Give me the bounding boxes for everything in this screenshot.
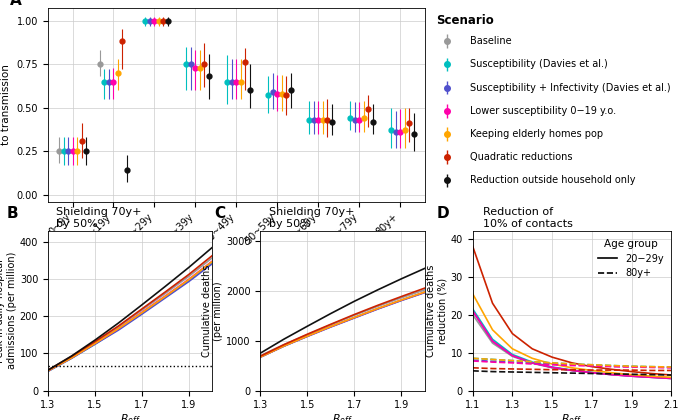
- Text: A: A: [10, 0, 22, 8]
- Legend: 20−29y, 80y+: 20−29y, 80y+: [595, 236, 667, 281]
- Text: Shielding 70y+
by 50%: Shielding 70y+ by 50%: [56, 207, 142, 229]
- Text: Keeping elderly homes pop: Keeping elderly homes pop: [470, 129, 603, 139]
- X-axis label: $R_{eff}$: $R_{eff}$: [332, 412, 353, 420]
- Text: Susceptibility + Infectivity (Davies et al.): Susceptibility + Infectivity (Davies et …: [470, 83, 670, 93]
- X-axis label: $R_{eff}$: $R_{eff}$: [562, 412, 582, 420]
- Text: B: B: [7, 206, 18, 221]
- Text: Baseline: Baseline: [470, 36, 511, 46]
- Y-axis label: Peak in daily hospital
admissions (per million): Peak in daily hospital admissions (per m…: [0, 252, 17, 370]
- X-axis label: $R_{eff}$: $R_{eff}$: [120, 412, 140, 420]
- Text: Reduction of
10% of contacts: Reduction of 10% of contacts: [482, 207, 573, 229]
- Y-axis label: Cumulative deaths
reduction (%): Cumulative deaths reduction (%): [426, 265, 448, 357]
- Text: Scenario: Scenario: [436, 14, 495, 27]
- Y-axis label: Relative contribution
to transmission: Relative contribution to transmission: [0, 50, 11, 160]
- Y-axis label: Cumulative deaths
(per million): Cumulative deaths (per million): [201, 265, 223, 357]
- Text: Shielding 70y+
by 50%: Shielding 70y+ by 50%: [269, 207, 354, 229]
- Text: Lower susceptibility 0−19 y.o.: Lower susceptibility 0−19 y.o.: [470, 106, 616, 116]
- Text: Reduction outside household only: Reduction outside household only: [470, 175, 635, 185]
- Text: C: C: [214, 206, 225, 221]
- Text: Quadratic reductions: Quadratic reductions: [470, 152, 572, 162]
- Text: D: D: [437, 206, 449, 221]
- Text: Susceptibility (Davies et al.): Susceptibility (Davies et al.): [470, 59, 608, 69]
